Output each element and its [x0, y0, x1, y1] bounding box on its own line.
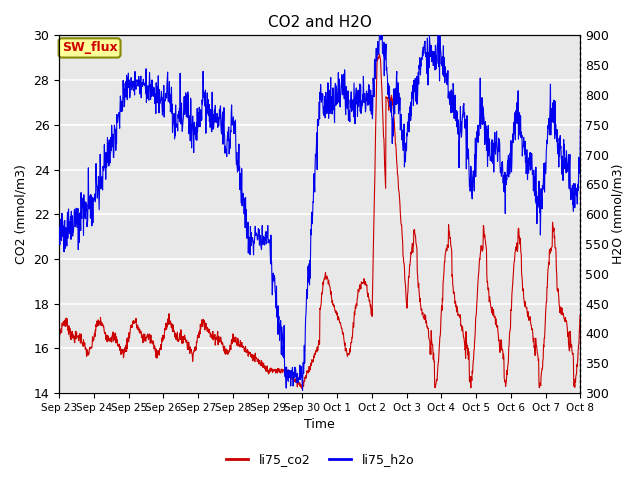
Text: SW_flux: SW_flux: [61, 41, 117, 54]
Legend: li75_co2, li75_h2o: li75_co2, li75_h2o: [221, 448, 419, 471]
Y-axis label: H2O (mmol/m3): H2O (mmol/m3): [612, 164, 625, 264]
Y-axis label: CO2 (mmol/m3): CO2 (mmol/m3): [15, 164, 28, 264]
Title: CO2 and H2O: CO2 and H2O: [268, 15, 372, 30]
X-axis label: Time: Time: [305, 419, 335, 432]
